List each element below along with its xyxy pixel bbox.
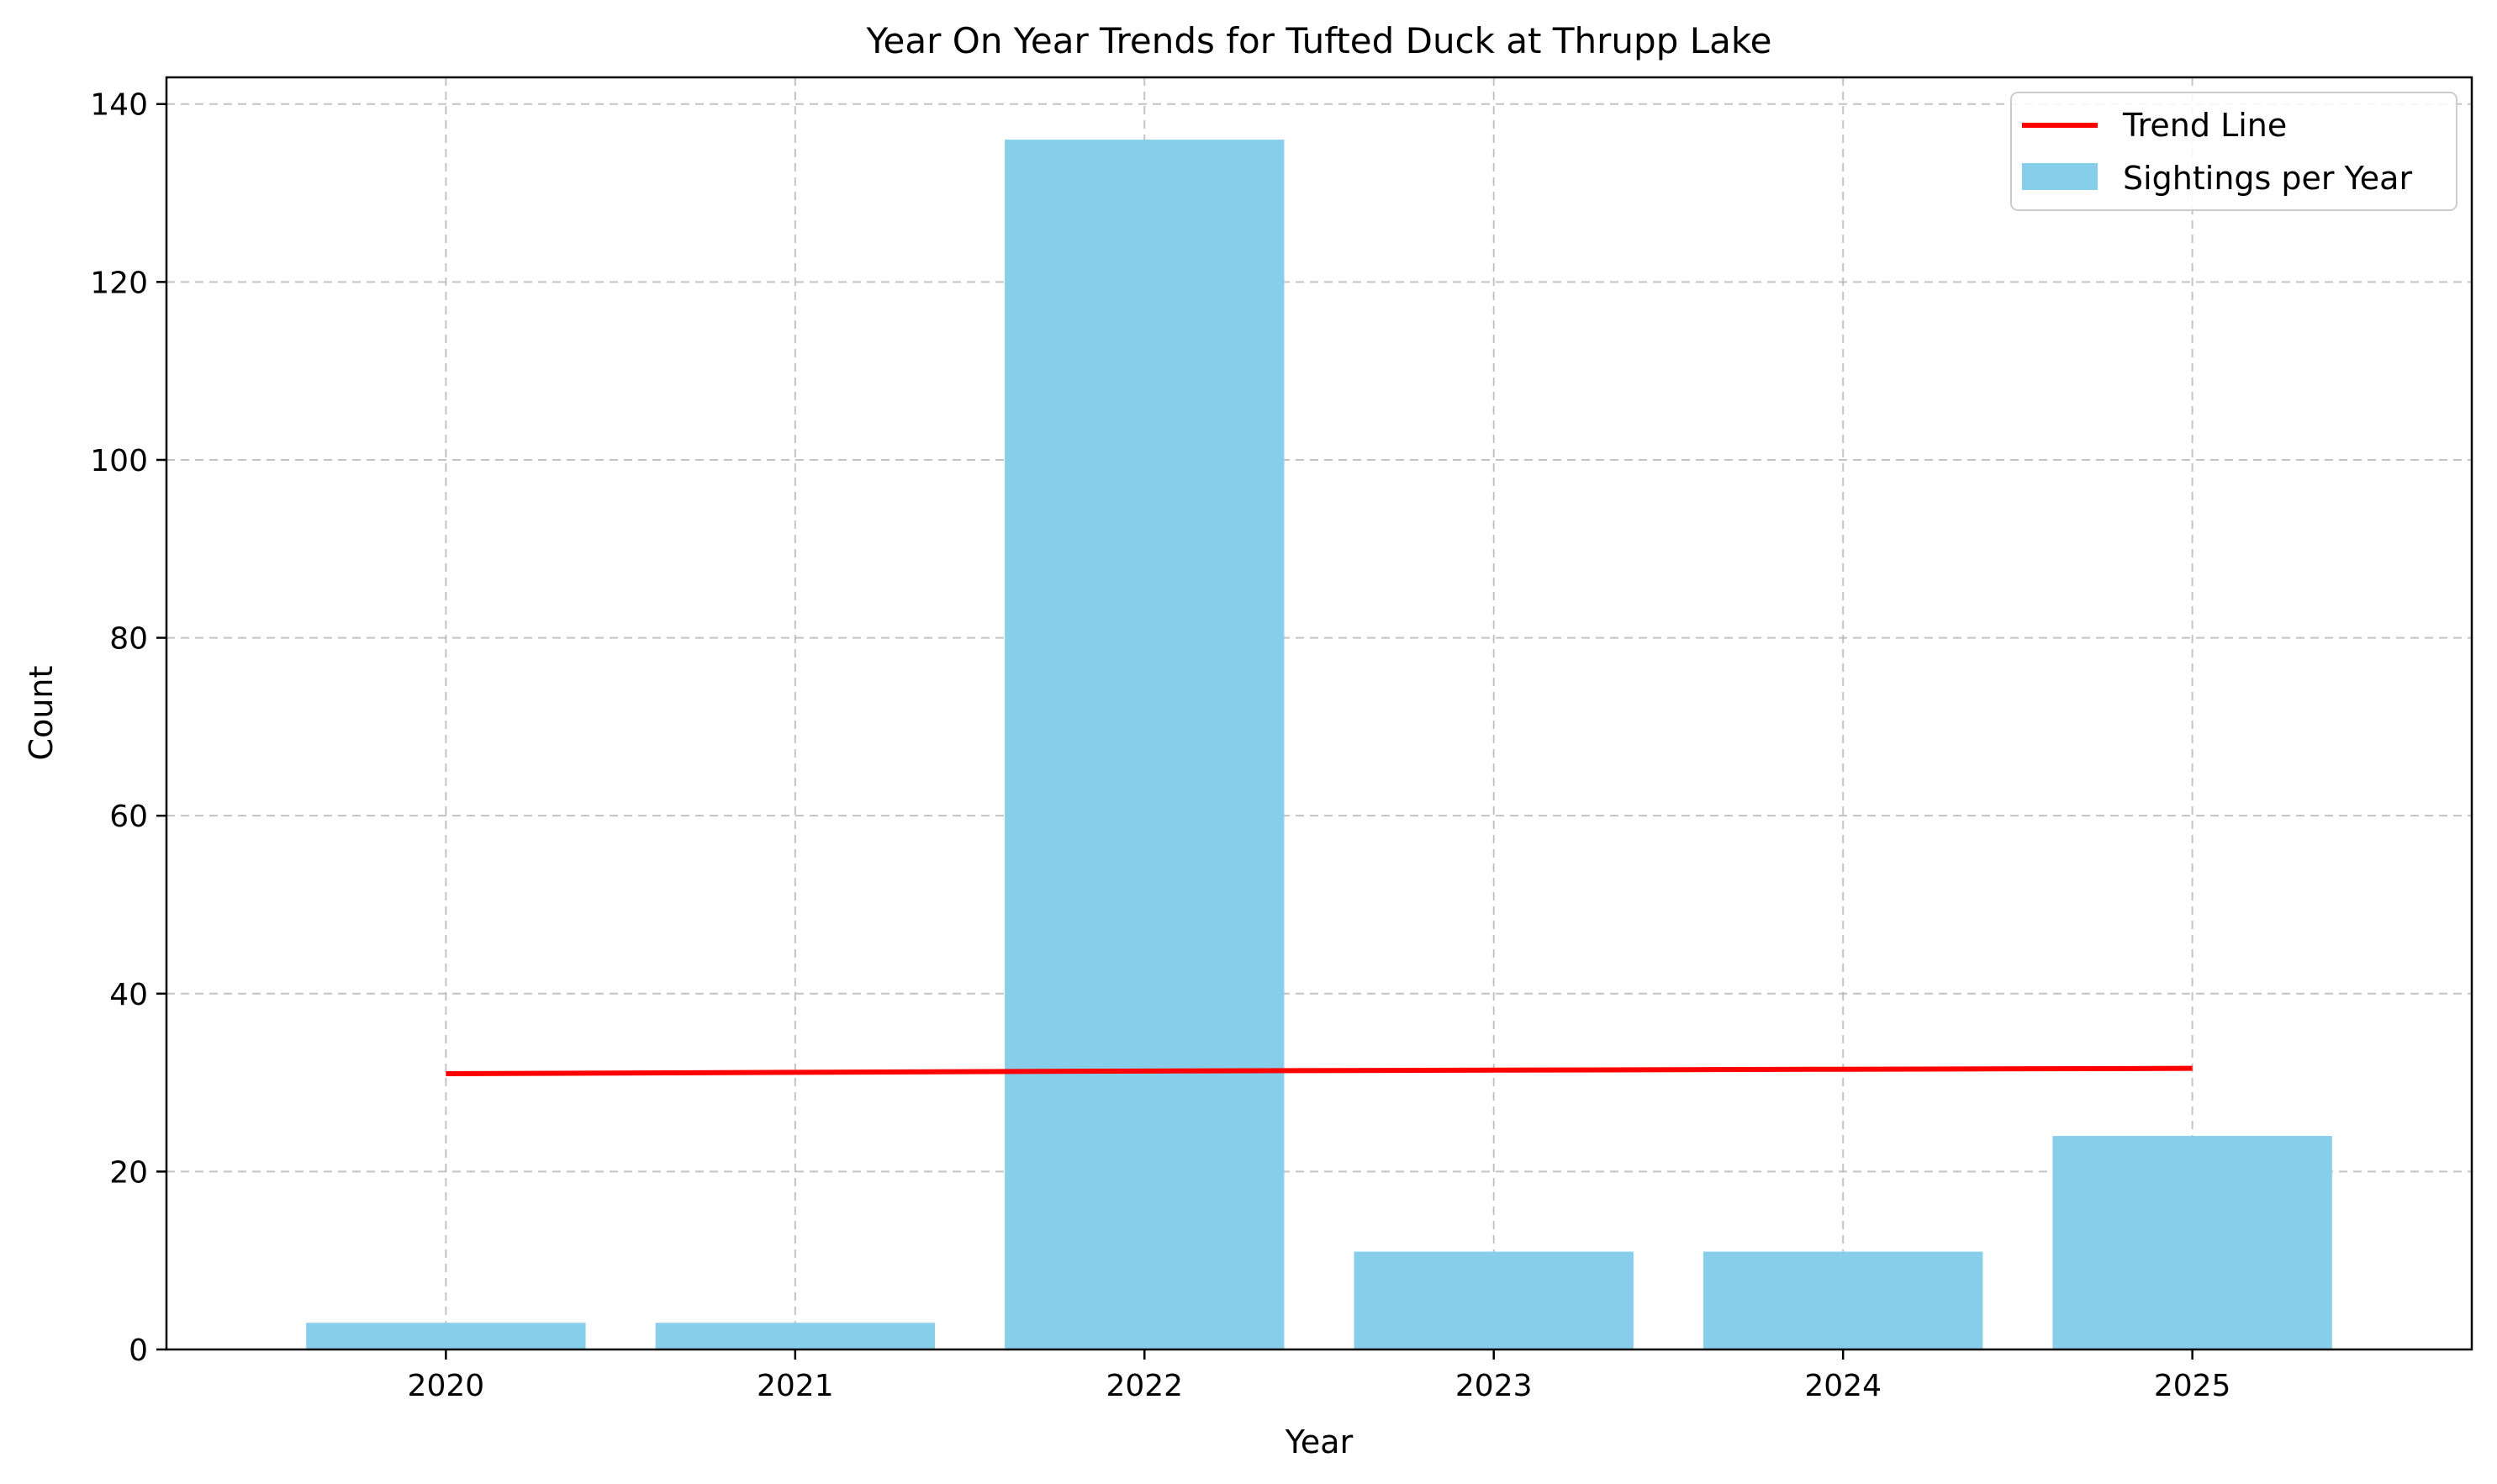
y-tick-label: 40 bbox=[109, 978, 148, 1012]
x-tick-label: 2023 bbox=[1455, 1369, 1533, 1403]
bar-2024 bbox=[1703, 1251, 1983, 1349]
y-axis: 0 20 40 60 80 100 120 140 bbox=[90, 88, 166, 1368]
legend-sightings-label: Sightings per Year bbox=[2123, 160, 2412, 197]
x-tick-label: 2022 bbox=[1106, 1369, 1183, 1403]
chart-title: Year On Year Trends for Tufted Duck at T… bbox=[865, 20, 1771, 61]
legend-sightings-swatch bbox=[2022, 163, 2098, 190]
x-axis-label: Year bbox=[1285, 1423, 1354, 1460]
y-tick-label: 120 bbox=[90, 266, 148, 300]
bar-2023 bbox=[1354, 1251, 1634, 1349]
trend-line bbox=[446, 1065, 2193, 1077]
y-tick-label: 80 bbox=[109, 622, 148, 657]
bar-2021 bbox=[655, 1323, 935, 1349]
x-tick-label: 2020 bbox=[408, 1369, 485, 1403]
bar-2025 bbox=[2052, 1136, 2332, 1349]
y-tick-label: 0 bbox=[129, 1333, 148, 1368]
y-tick-label: 60 bbox=[109, 800, 148, 834]
legend-box bbox=[2010, 92, 2457, 211]
y-tick-label: 100 bbox=[90, 444, 148, 478]
bar-2022 bbox=[1005, 140, 1285, 1349]
x-tick-label: 2021 bbox=[757, 1369, 834, 1403]
y-tick-label: 140 bbox=[90, 88, 148, 123]
y-tick-label: 20 bbox=[109, 1155, 148, 1190]
x-tick-label: 2024 bbox=[1804, 1369, 1882, 1403]
x-axis: 2020 2021 2022 2023 2024 2025 bbox=[408, 1349, 2231, 1403]
y-axis-label: Count bbox=[23, 666, 60, 761]
x-tick-label: 2025 bbox=[2154, 1369, 2231, 1403]
legend: Trend Line Sightings per Year bbox=[2010, 92, 2457, 211]
bar-2020 bbox=[306, 1323, 586, 1349]
legend-trend-line-label: Trend Line bbox=[2122, 107, 2287, 144]
plot-frame bbox=[165, 76, 2473, 1351]
trend-line-layer bbox=[446, 1065, 2193, 1077]
bars bbox=[306, 140, 2332, 1349]
